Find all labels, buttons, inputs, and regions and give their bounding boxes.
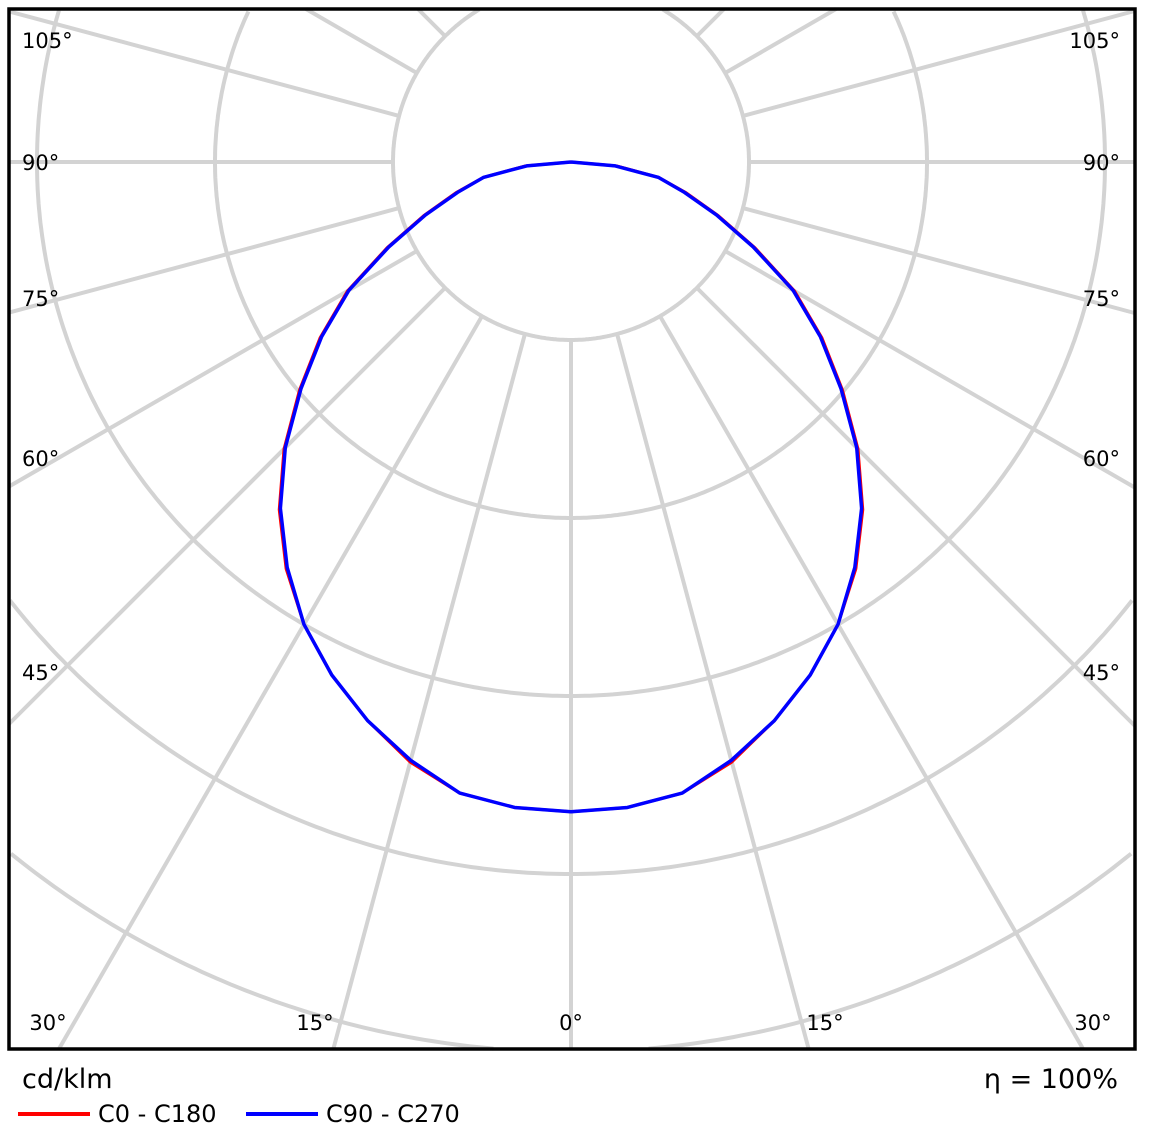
grid-radial xyxy=(304,7,418,75)
grid-radial xyxy=(724,249,1137,490)
grid-group xyxy=(7,7,1137,1051)
grid-radial xyxy=(742,206,1136,316)
grid-radial xyxy=(615,333,811,1050)
angle-label-bottom: 30° xyxy=(1074,1011,1111,1035)
angle-label-left: 75° xyxy=(22,287,59,311)
legend-label: C90 - C270 xyxy=(326,1100,460,1128)
grid-radial xyxy=(7,249,418,489)
angle-label-left: 60° xyxy=(22,447,59,471)
angle-label-bottom: 15° xyxy=(296,1011,333,1035)
legend-swatch-red xyxy=(18,1112,90,1116)
angle-label-right: 60° xyxy=(1083,447,1120,471)
grid-ring xyxy=(35,9,571,698)
legend-label: C0 - C180 xyxy=(98,1100,217,1128)
grid-radial xyxy=(331,333,527,1050)
grid-ring xyxy=(213,10,571,520)
angle-label-right: 105° xyxy=(1069,29,1120,53)
angle-label-right: 90° xyxy=(1083,151,1120,175)
unit-label: cd/klm xyxy=(22,1064,113,1095)
grid-ring xyxy=(571,7,751,342)
angle-label-left: 105° xyxy=(22,29,73,53)
legend-swatch-blue xyxy=(246,1112,318,1116)
grid-ring xyxy=(391,7,571,342)
angle-label-bottom: 30° xyxy=(29,1011,66,1035)
grid-radial xyxy=(8,206,400,315)
grid-ring xyxy=(571,9,1107,698)
grid-radial xyxy=(416,7,447,38)
angle-label-right: 45° xyxy=(1083,661,1120,685)
grid-ring xyxy=(571,10,929,520)
grid-radial xyxy=(695,7,726,38)
grid-radial xyxy=(695,286,1137,728)
efficiency-label: η = 100% xyxy=(983,1064,1118,1095)
series-line-c90-c270 xyxy=(278,160,864,814)
grid-radial xyxy=(724,7,838,75)
angle-label-bottom: 0° xyxy=(559,1011,583,1035)
grid-ring xyxy=(648,852,1133,1051)
grid-radial xyxy=(658,315,1085,1051)
chart-frame xyxy=(7,7,1137,1051)
legend-item-c90-c270: C90 - C270 xyxy=(246,1100,460,1128)
grid-ring xyxy=(8,599,571,876)
grid-radial xyxy=(8,9,400,118)
angle-label-right: 75° xyxy=(1083,287,1120,311)
grid-ring xyxy=(9,852,494,1051)
grid-radial xyxy=(7,286,447,726)
angle-label-left: 90° xyxy=(22,151,59,175)
angle-label-left: 45° xyxy=(22,661,59,685)
grid-ring xyxy=(571,599,1134,876)
legend-item-c0-c180: C0 - C180 xyxy=(18,1100,217,1128)
grid-radial xyxy=(742,8,1136,118)
grid-radial xyxy=(57,315,484,1051)
angle-label-bottom: 15° xyxy=(806,1011,843,1035)
